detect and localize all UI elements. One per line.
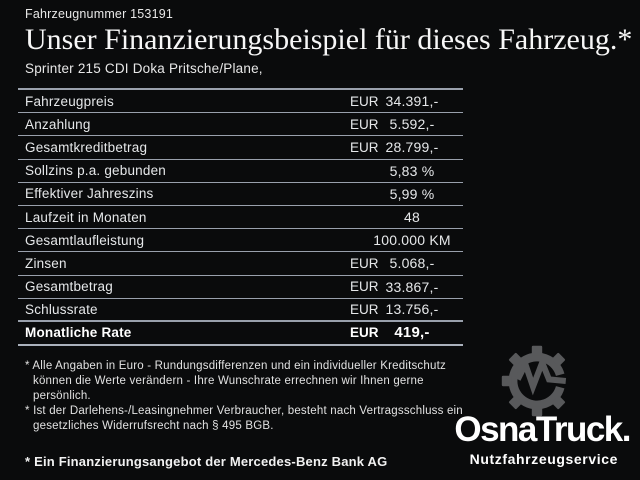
table-row-monthly-rate: Monatliche Rate EUR 419,- bbox=[18, 322, 463, 346]
vehicle-model: Sprinter 215 CDI Doka Pritsche/Plane, bbox=[25, 61, 263, 76]
row-label: Fahrzeugpreis bbox=[25, 93, 114, 109]
row-currency: EUR bbox=[350, 301, 379, 317]
row-label: Gesamtlaufleistung bbox=[25, 232, 145, 248]
row-label: Anzahlung bbox=[25, 116, 91, 132]
row-value: 5,99 % bbox=[389, 185, 435, 202]
row-label: Schlussrate bbox=[25, 301, 98, 317]
row-label: Zinsen bbox=[25, 255, 67, 271]
row-label: Monatliche Rate bbox=[25, 325, 132, 341]
row-value: 5.592,- bbox=[389, 116, 435, 133]
table-row: Laufzeit in Monaten 48 bbox=[18, 206, 463, 230]
row-label: Gesamtbetrag bbox=[25, 279, 113, 295]
footnote-line: können die Werte verändern - Ihre Wunsch… bbox=[33, 375, 424, 402]
row-value: 5.068,- bbox=[389, 255, 435, 272]
table-row: Fahrzeugpreis EUR 34.391,- bbox=[18, 90, 463, 114]
gear-icon-shape bbox=[501, 345, 567, 417]
table-row: Anzahlung EUR 5.592,- bbox=[18, 113, 463, 137]
row-label: Sollzins p.a. gebunden bbox=[25, 163, 167, 179]
logo-tagline: Nutzfahrzeugservice bbox=[469, 451, 618, 467]
table-row: Effektiver Jahreszins 5,99 % bbox=[18, 183, 463, 206]
page-title: Unser Finanzierungsbeispiel für dieses F… bbox=[25, 23, 633, 56]
footnote-line: gesetzliches Widerrufsrecht nach § 495 B… bbox=[33, 420, 274, 432]
table-row: Gesamtlaufleistung 100.000 KM bbox=[18, 229, 463, 253]
table-row: Sollzins p.a. gebunden 5,83 % bbox=[18, 160, 463, 183]
row-label: Effektiver Jahreszins bbox=[25, 186, 154, 202]
row-value: 100.000 KM bbox=[373, 232, 451, 249]
footnote-line: * Alle Angaben in Euro - Rundungsdiffere… bbox=[25, 360, 446, 372]
bank-note: * Ein Finanzierungsangebot der Mercedes-… bbox=[25, 454, 388, 469]
row-value: 13.756,- bbox=[385, 301, 439, 318]
row-value: 28.799,- bbox=[385, 139, 439, 156]
financing-table: Fahrzeugpreis EUR 34.391,- Anzahlung EUR… bbox=[18, 88, 463, 346]
row-value: 5,83 % bbox=[389, 162, 435, 179]
table-row: Zinsen EUR 5.068,- bbox=[18, 252, 463, 276]
table-row: Gesamtbetrag EUR 33.867,- bbox=[18, 276, 463, 299]
row-currency: EUR bbox=[350, 279, 379, 295]
row-value: 419,- bbox=[394, 324, 430, 342]
row-label: Laufzeit in Monaten bbox=[25, 209, 147, 225]
row-currency: EUR bbox=[350, 139, 379, 155]
footnotes: * Alle Angaben in Euro - Rundungsdiffere… bbox=[25, 359, 475, 434]
row-value: 33.867,- bbox=[385, 278, 439, 295]
logo-wordmark: OsnaTruck. bbox=[454, 410, 631, 449]
row-label: Gesamtkreditbetrag bbox=[25, 139, 148, 155]
row-currency: EUR bbox=[350, 116, 379, 132]
row-currency: EUR bbox=[350, 325, 379, 341]
table-row: Schlussrate EUR 13.756,- bbox=[18, 299, 463, 322]
vehicle-number: Fahrzeugnummer 153191 bbox=[25, 7, 174, 21]
footnote-line: * Ist der Darlehens-/Leasingnehmer Verbr… bbox=[25, 405, 463, 417]
row-value: 48 bbox=[404, 209, 420, 226]
row-currency: EUR bbox=[350, 93, 379, 109]
table-row: Gesamtkreditbetrag EUR 28.799,- bbox=[18, 136, 463, 160]
row-currency: EUR bbox=[350, 255, 379, 271]
row-value: 34.391,- bbox=[385, 93, 439, 110]
gear-icon bbox=[497, 341, 577, 421]
